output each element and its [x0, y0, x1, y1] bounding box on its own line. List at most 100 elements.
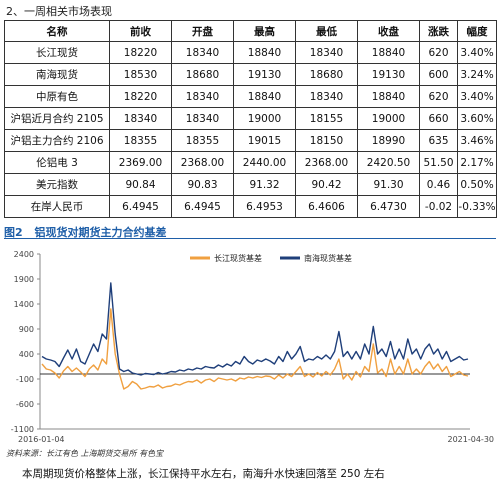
- table-cell: 660: [419, 107, 458, 130]
- table-cell: 2369.00: [109, 151, 172, 174]
- table-cell: 18150: [295, 129, 358, 152]
- y-tick-label: -100: [16, 375, 34, 384]
- row-label-cell: 在岸人民币: [4, 195, 110, 218]
- table-cell: 600: [419, 63, 458, 86]
- section-title: 2、一周相关市场表现: [6, 5, 112, 18]
- table-cell: 3.60%: [457, 107, 497, 130]
- table-row: 伦铝电 3 2369.00 2368.00 2440.00 2368.00 2420.50…: [4, 151, 497, 174]
- y-tick-label: 1900: [14, 275, 34, 284]
- table-cell: 620: [419, 41, 458, 64]
- row-label-cell: 长江现货: [4, 41, 110, 64]
- table-cell: 18155: [295, 107, 358, 130]
- table-cell: 18840: [357, 85, 420, 108]
- column-header: 前收: [109, 20, 172, 42]
- y-tick-label: 400: [19, 350, 34, 359]
- table-cell: 18680: [171, 63, 234, 86]
- series-line-changjiang: [41, 308, 469, 390]
- y-tick-label: 2400: [14, 250, 34, 259]
- table-cell: 91.32: [233, 173, 296, 196]
- table-cell: 2368.00: [295, 151, 358, 174]
- table-cell: 18340: [295, 85, 358, 108]
- table-cell: 18340: [171, 85, 234, 108]
- table-cell: 18530: [109, 63, 172, 86]
- table-body: 长江现货 18220 18340 18840 18340 18840 620 3.40% 南海现…: [4, 41, 497, 218]
- series-line-nanhai: [41, 282, 469, 376]
- table-cell: 90.84: [109, 173, 172, 196]
- table-header-row: 名称 前收 开盘 最高 最低 收盘 涨跌 幅度: [4, 20, 497, 42]
- table-cell: 18355: [109, 129, 172, 152]
- column-header: 最高: [233, 20, 296, 42]
- table-cell: 18220: [109, 41, 172, 64]
- table-cell: 2368.00: [171, 151, 234, 174]
- table-cell: 91.30: [357, 173, 420, 196]
- column-header: 幅度: [457, 20, 497, 42]
- x-end-label: 2021-04-30: [448, 435, 495, 444]
- table-cell: 3.40%: [457, 85, 497, 108]
- y-tick-label: 1400: [14, 300, 34, 309]
- table-cell: 6.4730: [357, 195, 420, 218]
- table-cell: 620: [419, 85, 458, 108]
- legend-label: 南海现货基差: [304, 253, 352, 263]
- table-cell: 51.50: [419, 151, 458, 174]
- y-tick-label: -600: [16, 400, 34, 409]
- row-label-cell: 沪铝主力合约 2106: [4, 129, 110, 152]
- figure-caption: 图2 铝现货对期货主力合约基差: [4, 224, 167, 240]
- table-cell: 18990: [357, 129, 420, 152]
- table-row: 在岸人民币 6.4945 6.4945 6.4953 6.4606 6.4730 -0.02…: [4, 195, 497, 218]
- table-cell: 6.4945: [109, 195, 172, 218]
- summary-text: 本周期现货价格整体上涨，长江保持平水左右，南海升水快速回落至 250 左右: [22, 468, 385, 480]
- table-cell: 2440.00: [233, 151, 296, 174]
- table-row: 中原有色 18220 18340 18840 18340 18840 620 3.40%: [4, 85, 497, 108]
- table-cell: 19130: [357, 63, 420, 86]
- column-header: 收盘: [357, 20, 420, 42]
- table-row: 沪铝近月合约 2105 18340 18340 19000 18155 19000 660 3…: [4, 107, 497, 130]
- x-start-label: 2016-01-04: [18, 435, 65, 444]
- table-cell: 6.4945: [171, 195, 234, 218]
- table-cell: 18340: [109, 107, 172, 130]
- row-label-cell: 沪铝近月合约 2105: [4, 107, 110, 130]
- column-header: 名称: [4, 20, 110, 42]
- table-row: 南海现货 18530 18680 19130 18680 19130 600 3.24%: [4, 63, 497, 86]
- table-cell: 18840: [233, 85, 296, 108]
- table-cell: 6.4953: [233, 195, 296, 218]
- column-header: 开盘: [171, 20, 234, 42]
- table-cell: 18340: [295, 41, 358, 64]
- table-cell: -0.33%: [457, 195, 497, 218]
- y-tick-label: 900: [19, 325, 34, 334]
- table-cell: 18680: [295, 63, 358, 86]
- table-row: 沪铝主力合约 2106 18355 18355 19015 18150 18990 635 3…: [4, 129, 497, 152]
- table-cell: 18340: [171, 41, 234, 64]
- table-cell: 3.40%: [457, 41, 497, 64]
- table-cell: 0.46: [419, 173, 458, 196]
- table-cell: 18220: [109, 85, 172, 108]
- table-row: 长江现货 18220 18340 18840 18340 18840 620 3.40%: [4, 41, 497, 64]
- table-cell: 635: [419, 129, 458, 152]
- row-label-cell: 伦铝电 3: [4, 151, 110, 174]
- table-cell: 90.42: [295, 173, 358, 196]
- table-cell: 3.24%: [457, 63, 497, 86]
- data-source-note: 资料来源：长江有色 上海期货交易所 有色宝: [6, 449, 164, 458]
- table-cell: 18340: [171, 107, 234, 130]
- table-cell: 6.4606: [295, 195, 358, 218]
- table-row: 美元指数 90.84 90.83 91.32 90.42 91.30 0.46 0.50%: [4, 173, 497, 196]
- column-header: 涨跌: [419, 20, 458, 42]
- table-cell: 19130: [233, 63, 296, 86]
- caption-divider: [4, 238, 496, 239]
- row-label-cell: 美元指数: [4, 173, 110, 196]
- table-cell: 2.17%: [457, 151, 497, 174]
- table-cell: 18840: [357, 41, 420, 64]
- table-cell: 19015: [233, 129, 296, 152]
- table-cell: 90.83: [171, 173, 234, 196]
- table-cell: 0.50%: [457, 173, 497, 196]
- table-cell: 3.46%: [457, 129, 497, 152]
- figure-number: 图2: [4, 226, 23, 239]
- table-cell: 19000: [233, 107, 296, 130]
- basis-line-chart: 2400 1900 1400 900 400 -100 -600 -11002016-01-0…: [11, 250, 495, 444]
- y-tick-label: -1100: [11, 425, 34, 434]
- row-label-cell: 南海现货: [4, 63, 110, 86]
- row-label-cell: 中原有色: [4, 85, 110, 108]
- table-cell: 19000: [357, 107, 420, 130]
- column-header: 最低: [295, 20, 358, 42]
- table-cell: 18355: [171, 129, 234, 152]
- table-cell: 2420.50: [357, 151, 420, 174]
